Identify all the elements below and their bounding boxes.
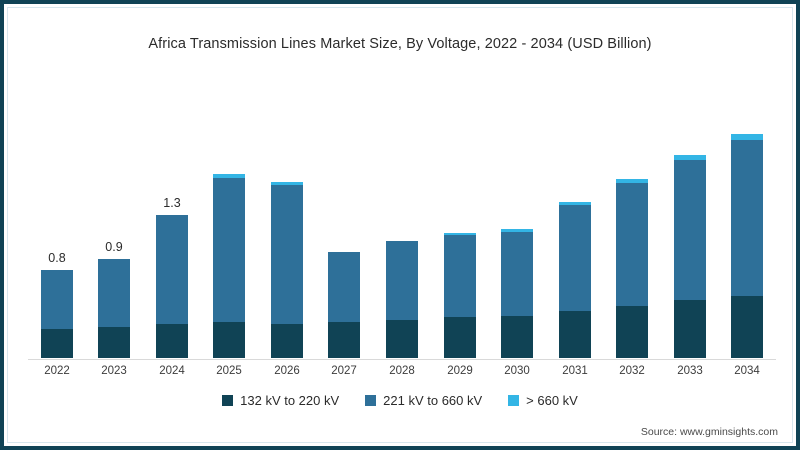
x-axis-tick-label: 2022: [44, 365, 70, 377]
legend-item[interactable]: 221 kV to 660 kV: [365, 393, 482, 408]
x-axis-tick-label: 2028: [389, 365, 415, 377]
x-axis-tick-label: 2032: [619, 365, 645, 377]
bar-segment: [41, 270, 73, 330]
legend-label: 221 kV to 660 kV: [383, 393, 483, 408]
x-axis-tick-label: 2029: [447, 365, 473, 377]
bar-column[interactable]: 0.8: [41, 251, 73, 358]
bar-segment: [271, 185, 303, 324]
bar-segment: [674, 160, 706, 300]
bar-segment: [674, 299, 706, 358]
bar-segment: [616, 178, 648, 184]
bar-column[interactable]: [501, 229, 533, 358]
bar-column[interactable]: [213, 174, 245, 358]
bar-value-label: 0.8: [48, 251, 66, 265]
chart-legend: 132 kV to 220 kV 221 kV to 660 kV > 660 kV: [0, 393, 800, 408]
bar-column[interactable]: [444, 232, 476, 358]
x-axis-tick-label: 2027: [331, 365, 357, 377]
bar-segment: [731, 296, 763, 358]
x-axis-tick-label: 2026: [274, 365, 300, 377]
bar-column[interactable]: [616, 178, 648, 358]
bar-segment: [559, 310, 591, 358]
legend-label: > 660 kV: [526, 393, 578, 408]
bar-column[interactable]: 0.9: [98, 240, 130, 358]
x-axis-tick-label: 2030: [504, 365, 530, 377]
bar-segment: [444, 232, 476, 235]
bar-segment: [213, 177, 245, 322]
bar-segment: [616, 306, 648, 358]
bar-column[interactable]: [386, 241, 418, 358]
source-note: Source: www.gminsights.com: [640, 426, 778, 438]
chart-title: Africa Transmission Lines Market Size, B…: [148, 36, 652, 52]
bar-segment: [674, 154, 706, 161]
x-axis-baseline: [28, 359, 776, 360]
bar-column[interactable]: [674, 154, 706, 358]
legend-label: 132 kV to 220 kV: [240, 393, 340, 408]
bar-column[interactable]: [731, 133, 763, 358]
bar-segment: [501, 229, 533, 232]
bar-column[interactable]: [271, 182, 303, 358]
bar-segment: [41, 329, 73, 358]
legend-swatch-icon: [222, 395, 234, 406]
x-axis-tick-label: 2031: [562, 365, 588, 377]
bar-segment: [444, 234, 476, 318]
legend-item[interactable]: > 660 kV: [508, 393, 578, 408]
x-axis-tick-label: 2033: [677, 365, 703, 377]
bar-value-label: 1.3: [163, 196, 181, 210]
x-axis-tick-label: 2034: [734, 365, 760, 377]
bar-segment: [156, 323, 188, 358]
bar-column[interactable]: [328, 252, 360, 358]
bar-segment: [559, 201, 591, 206]
bar-segment: [616, 183, 648, 307]
bar-segment: [98, 327, 130, 358]
x-axis-tick-label: 2024: [159, 365, 185, 377]
bar-segment: [386, 241, 418, 320]
plot-area: 0.8 0.9 1.3: [28, 95, 776, 360]
bar-segment: [328, 321, 360, 358]
bar-segment: [559, 205, 591, 311]
bar-segment: [501, 316, 533, 358]
bar-segment: [444, 317, 476, 358]
bar-segment: [731, 133, 763, 141]
bar-segment: [731, 140, 763, 297]
bar-segment: [98, 259, 130, 328]
bar-segment: [386, 319, 418, 358]
x-axis-labels: 2022 2023 2024 2025 2026 2027 2028 2029 2030 2031…: [28, 365, 776, 385]
bar-segment: [501, 231, 533, 317]
x-axis-tick-label: 2023: [101, 365, 127, 377]
bar-segment: [328, 252, 360, 322]
bar-segment: [213, 321, 245, 358]
bar-segment: [271, 323, 303, 358]
legend-item[interactable]: 132 kV to 220 kV: [222, 393, 339, 408]
bar-column[interactable]: [559, 201, 591, 358]
bar-segment: [271, 182, 303, 186]
legend-swatch-icon: [508, 395, 520, 406]
bar-value-label: 0.9: [105, 240, 123, 254]
legend-swatch-icon: [365, 395, 377, 406]
x-axis-tick-label: 2025: [216, 365, 242, 377]
bar-column[interactable]: 1.3: [156, 196, 188, 358]
bars-layer: 0.8 0.9 1.3: [28, 95, 776, 359]
bar-segment: [213, 174, 245, 178]
bar-segment: [156, 215, 188, 324]
